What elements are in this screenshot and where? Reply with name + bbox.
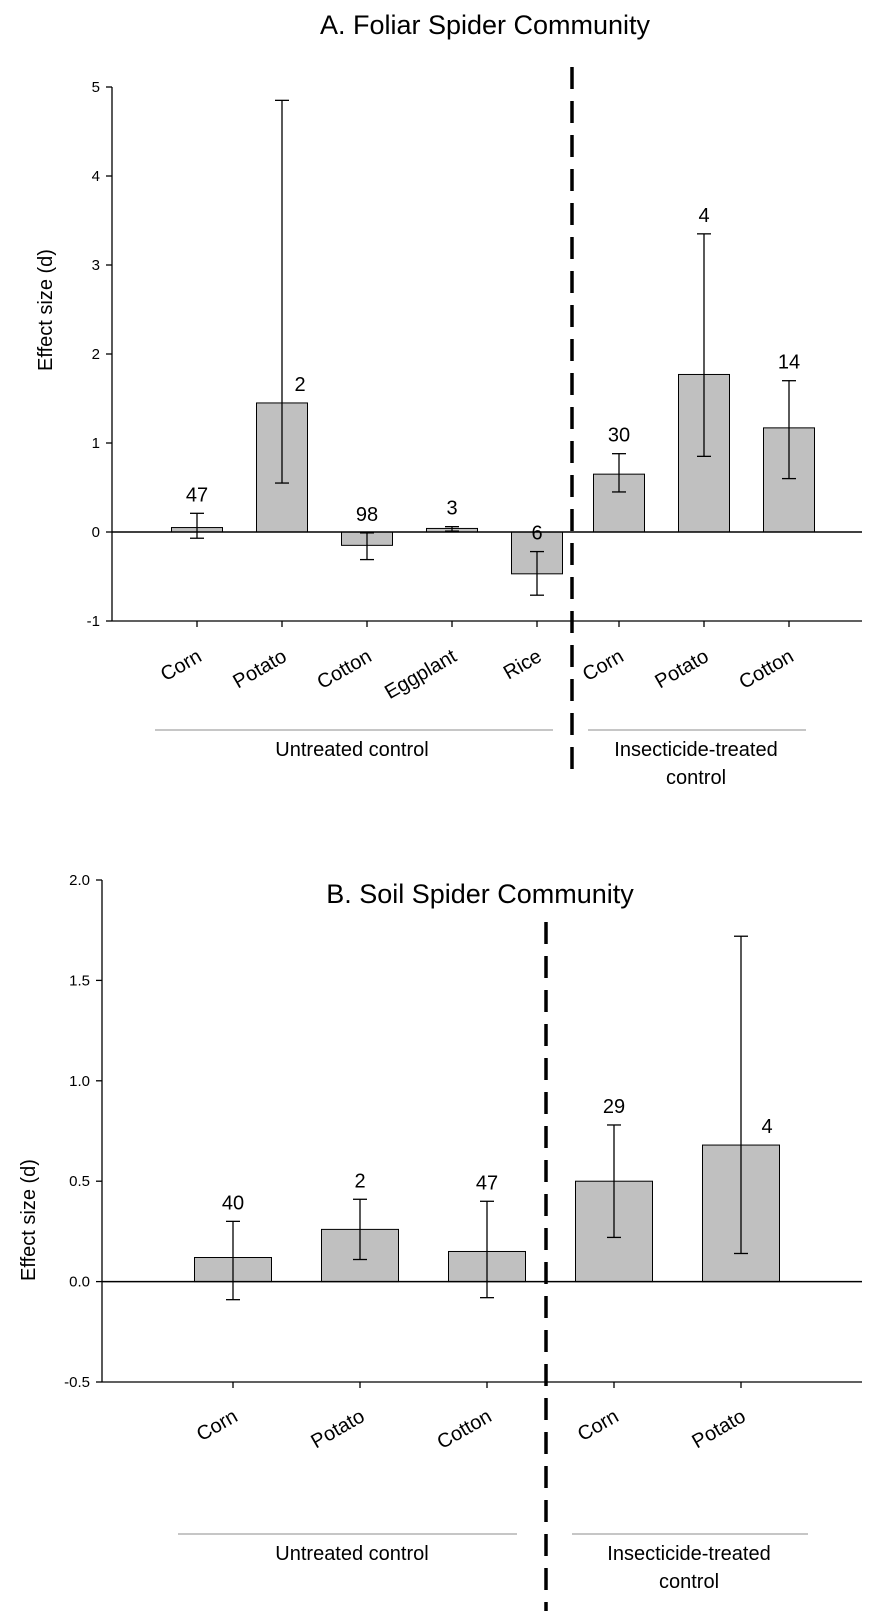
panel-b-sample-size-label: 47 — [476, 1172, 498, 1194]
panel-b-y-tick-label: -0.5 — [64, 1374, 90, 1391]
panel-b-category-label: Potato — [307, 1405, 368, 1453]
panel-a-category-label: Cotton — [313, 645, 375, 694]
panel-b-sample-size-label: 40 — [222, 1192, 244, 1214]
panel-b-sample-size-label: 2 — [354, 1170, 365, 1192]
panel-b-y-tick-label: 0.5 — [69, 1173, 90, 1190]
panel-a-sample-size-label: 4 — [698, 205, 709, 227]
panel-a-y-axis-label: Effect size (d) — [35, 249, 57, 371]
panel-a-sample-size-label: 30 — [608, 425, 630, 447]
panel-a-sample-size-label: 14 — [778, 352, 800, 374]
panel-a-title: A. Foliar Spider Community — [320, 10, 651, 40]
panel-a-category-label: Potato — [651, 645, 712, 693]
panel-a-y-tick-label: 0 — [92, 524, 100, 541]
panel-b-group-label: Untreated control — [275, 1543, 428, 1565]
panel-a-category-label: Rice — [500, 645, 546, 684]
panel-b-category-label: Cotton — [433, 1405, 495, 1454]
panel-a-group-label: Insecticide-treated control — [614, 739, 777, 789]
panel-b-title: B. Soil Spider Community — [326, 879, 634, 909]
panel-b-y-tick-label: 2.0 — [69, 872, 90, 889]
panel-b-category-label: Potato — [688, 1405, 749, 1453]
panel-b-group-label: Insecticide-treated control — [607, 1543, 770, 1593]
panel-a-sample-size-label: 2 — [294, 374, 305, 396]
panel-a-sample-size-label: 6 — [531, 523, 542, 545]
panel-b-chart: B. Soil Spider Community Effect size (d)… — [18, 872, 862, 1611]
panel-b-y-tick-label: 1.0 — [69, 1073, 90, 1090]
panel-a-category-label: Potato — [229, 645, 290, 693]
panel-a-category-label: Corn — [157, 645, 206, 686]
panel-a-category-label: Corn — [579, 645, 628, 686]
panel-a-y-tick-label: 2 — [92, 346, 100, 363]
panel-a-sample-size-label: 98 — [356, 504, 378, 526]
panel-a-y-tick-label: 4 — [92, 168, 100, 185]
panel-b-sample-size-label: 29 — [603, 1096, 625, 1118]
panel-a-category-label: Eggplant — [381, 645, 461, 704]
panel-a-chart: A. Foliar Spider Community Effect size (… — [35, 10, 862, 789]
panel-a-sample-size-label: 3 — [446, 498, 457, 520]
panel-b-y-axis-label: Effect size (d) — [18, 1159, 40, 1281]
panel-a-y-tick-label: 1 — [92, 435, 100, 452]
panel-a-category-label: Cotton — [735, 645, 797, 694]
panel-b-y-tick-label: 1.5 — [69, 972, 90, 989]
panel-b-sample-size-label: 4 — [761, 1116, 772, 1138]
panel-b-y-tick-label: 0.0 — [69, 1274, 90, 1291]
panel-a-y-tick-label: 3 — [92, 257, 100, 274]
panel-a-sample-size-label: 47 — [186, 484, 208, 506]
panel-a-y-tick-label: 5 — [92, 79, 100, 96]
panel-a-group-label: Untreated control — [275, 739, 428, 761]
panel-b-category-label: Corn — [193, 1405, 242, 1446]
panel-a-y-tick-label: -1 — [87, 613, 100, 630]
panel-b-category-label: Corn — [574, 1405, 623, 1446]
